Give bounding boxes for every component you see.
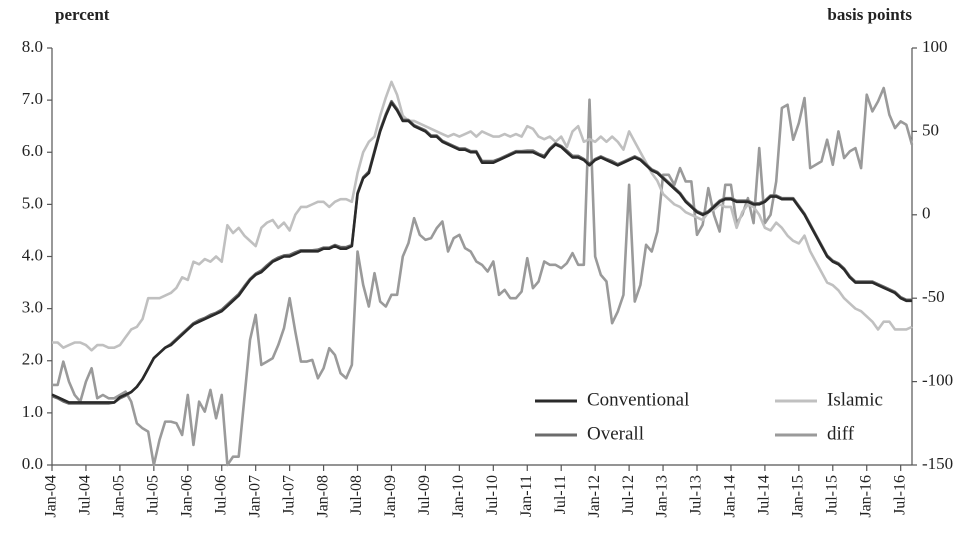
y-tick-label: 8.0	[22, 37, 43, 56]
y2-tick-label: 100	[922, 37, 948, 56]
x-tick-label: Jan-06	[178, 475, 195, 518]
x-tick-label: Jan-07	[246, 475, 263, 518]
x-tick-label: Jul-14	[756, 475, 773, 515]
x-tick-label: Jul-15	[823, 475, 840, 515]
x-tick-label: Jul-04	[77, 475, 94, 515]
y-tick-label: 7.0	[22, 89, 43, 108]
x-tick-label: Jul-11	[552, 475, 569, 514]
x-tick-label: Jul-12	[620, 475, 637, 515]
y2-tick-label: -100	[922, 371, 953, 390]
y-tick-label: 1.0	[22, 402, 43, 421]
legend-label: Overall	[587, 423, 644, 444]
x-tick-label: Jan-09	[382, 475, 399, 518]
y-axis-label: percent	[55, 5, 110, 24]
x-tick-label: Jul-09	[416, 475, 433, 515]
y-tick-label: 4.0	[22, 245, 43, 264]
x-tick-label: Jan-04	[43, 475, 60, 518]
x-tick-label: Jul-13	[688, 475, 705, 515]
series-line	[52, 86, 914, 467]
x-tick-label: Jan-11	[518, 475, 535, 517]
series-line	[52, 80, 913, 352]
y-tick-label: 5.0	[22, 193, 43, 212]
x-tick-label: Jul-10	[484, 475, 501, 515]
x-tick-label: Jan-12	[586, 475, 603, 518]
legend-label: diff	[827, 423, 855, 444]
y-tick-label: 2.0	[22, 350, 43, 369]
y2-tick-label: 0	[922, 204, 931, 223]
y2-tick-label: -50	[922, 287, 945, 306]
series-line	[51, 99, 912, 405]
x-tick-label: Jan-08	[314, 475, 331, 518]
x-tick-label: Jan-14	[722, 475, 739, 518]
x-tick-label: Jan-10	[450, 475, 467, 518]
y2-tick-label: -150	[922, 454, 953, 473]
legend-label: Conventional	[587, 389, 689, 410]
y-tick-label: 6.0	[22, 141, 43, 160]
x-tick-label: Jul-07	[280, 475, 297, 515]
x-tick-label: Jan-15	[790, 475, 807, 518]
x-tick-label: Jul-08	[348, 475, 365, 515]
x-tick-label: Jul-16	[891, 475, 908, 515]
x-tick-label: Jul-05	[145, 475, 162, 515]
y-tick-label: 0.0	[22, 454, 43, 473]
y2-axis-label: basis points	[827, 5, 912, 24]
x-tick-label: Jan-05	[111, 475, 128, 518]
y-tick-label: 3.0	[22, 298, 43, 317]
y2-tick-label: 50	[922, 120, 939, 139]
x-tick-label: Jan-16	[857, 475, 874, 518]
x-tick-label: Jul-06	[212, 475, 229, 515]
x-tick-label: Jan-13	[654, 475, 671, 518]
legend-label: Islamic	[827, 389, 883, 410]
series-line	[51, 101, 912, 404]
